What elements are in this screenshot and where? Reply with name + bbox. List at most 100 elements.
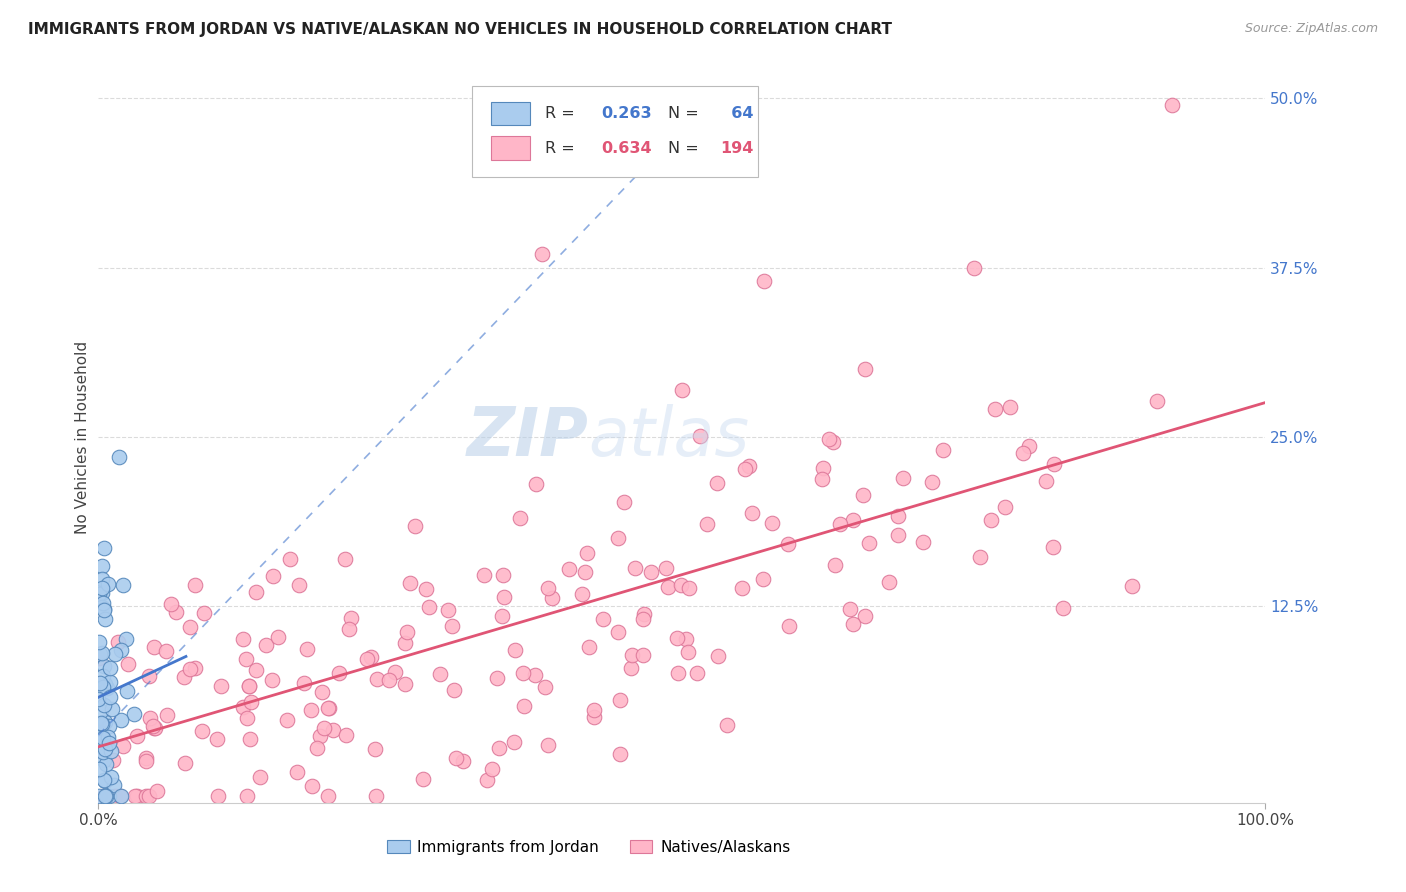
Point — [94, 789, 117, 803]
Point — [360, 649, 382, 664]
Point — [135, 751, 157, 765]
Point — [135, 789, 157, 803]
Point — [969, 549, 991, 564]
Point — [135, 754, 157, 768]
Point — [396, 625, 419, 640]
Point — [98, 674, 121, 689]
Point — [852, 488, 875, 502]
Point — [440, 619, 463, 633]
Point — [842, 617, 865, 632]
Point — [117, 684, 139, 698]
Point — [328, 666, 350, 681]
Point — [191, 723, 214, 738]
Point — [260, 673, 283, 687]
Point — [138, 669, 160, 683]
Point — [696, 516, 718, 531]
Point — [179, 662, 201, 676]
Point — [91, 646, 114, 660]
Point — [481, 763, 503, 777]
Point — [322, 723, 344, 737]
Point — [87, 762, 110, 776]
Text: Source: ZipAtlas.com: Source: ZipAtlas.com — [1244, 22, 1378, 36]
Text: 194: 194 — [720, 141, 754, 156]
Point — [93, 681, 115, 695]
Point — [678, 645, 700, 659]
Point — [91, 716, 114, 731]
Point — [741, 506, 763, 520]
Point — [824, 558, 846, 573]
Point — [384, 665, 406, 679]
Point — [101, 753, 124, 767]
Point — [451, 754, 474, 768]
Point — [813, 460, 835, 475]
Point — [583, 710, 606, 724]
Point — [108, 789, 131, 803]
Point — [678, 581, 700, 595]
Point — [104, 647, 127, 661]
Point — [179, 620, 201, 634]
Point — [93, 658, 115, 673]
Text: IMMIGRANTS FROM JORDAN VS NATIVE/ALASKAN NO VEHICLES IN HOUSEHOLD CORRELATION CH: IMMIGRANTS FROM JORDAN VS NATIVE/ALASKAN… — [28, 22, 893, 37]
Text: 64: 64 — [720, 106, 754, 121]
Point — [475, 772, 498, 787]
Point — [174, 756, 197, 770]
Point — [90, 581, 112, 595]
Point — [366, 672, 388, 686]
Point — [657, 581, 679, 595]
Point — [115, 632, 138, 646]
FancyBboxPatch shape — [472, 86, 758, 178]
Point — [706, 476, 728, 491]
Point — [340, 610, 363, 624]
Point — [93, 698, 115, 712]
Point — [308, 729, 330, 743]
FancyBboxPatch shape — [491, 136, 530, 160]
Point — [100, 771, 122, 785]
Text: ZIP: ZIP — [467, 404, 589, 470]
Point — [607, 531, 630, 545]
Point — [89, 676, 111, 690]
Point — [90, 599, 112, 614]
Point — [998, 401, 1021, 415]
Point — [111, 739, 134, 754]
Point — [184, 661, 207, 675]
Point — [262, 568, 284, 582]
Point — [232, 699, 254, 714]
Point — [962, 260, 984, 275]
Point — [665, 632, 688, 646]
Point — [623, 561, 645, 575]
Point — [173, 670, 195, 684]
Point — [761, 516, 783, 531]
Point — [524, 668, 547, 682]
Point — [87, 692, 110, 706]
Point — [249, 770, 271, 784]
Point — [675, 632, 697, 646]
Point — [110, 643, 132, 657]
Point — [301, 779, 323, 793]
Point — [307, 741, 329, 756]
Y-axis label: No Vehicles in Household: No Vehicles in Household — [75, 341, 90, 533]
Point — [706, 649, 728, 664]
Point — [404, 519, 426, 533]
Text: R =: R = — [546, 141, 581, 156]
Point — [98, 789, 121, 803]
Point — [821, 434, 844, 449]
Point — [1146, 393, 1168, 408]
Point — [207, 789, 229, 803]
Point — [654, 561, 676, 575]
Point — [534, 681, 557, 695]
Point — [983, 401, 1005, 416]
Point — [97, 730, 120, 744]
Point — [103, 778, 125, 792]
Point — [143, 640, 166, 655]
Point — [613, 495, 636, 509]
Point — [491, 608, 513, 623]
Point — [503, 735, 526, 749]
Point — [689, 429, 711, 443]
Point — [853, 608, 876, 623]
Point — [858, 536, 880, 550]
Point — [716, 718, 738, 732]
Point — [90, 558, 112, 573]
Text: R =: R = — [546, 106, 581, 121]
Point — [437, 603, 460, 617]
Point — [155, 643, 177, 657]
